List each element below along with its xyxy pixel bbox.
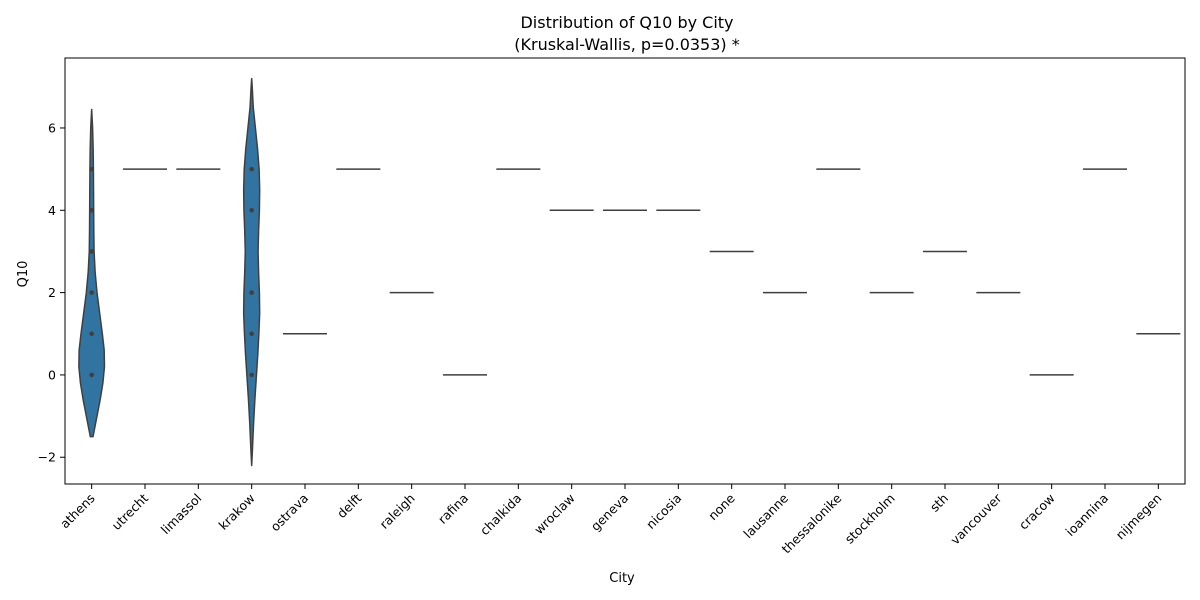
violin-point-krakow bbox=[249, 207, 254, 213]
x-tick-label: lausanne bbox=[740, 490, 791, 541]
y-tick-label: −2 bbox=[38, 450, 56, 465]
x-tick-label: raleigh bbox=[377, 491, 418, 532]
violin-point-athens bbox=[89, 290, 94, 295]
violin-point-athens bbox=[89, 207, 94, 213]
x-tick-label: sth bbox=[927, 491, 951, 515]
x-tick-label: limassol bbox=[158, 491, 205, 538]
x-tick-label: nicosia bbox=[643, 491, 684, 532]
violin-krakow bbox=[242, 77, 261, 467]
chart-subtitle: (Kruskal-Wallis, p=0.0353) * bbox=[514, 35, 739, 54]
x-tick-label: vancouver bbox=[947, 490, 1005, 548]
violin-point-krakow bbox=[249, 290, 254, 295]
violin-point-krakow bbox=[249, 331, 254, 337]
x-tick-label: wroclaw bbox=[531, 491, 578, 538]
x-axis-label: City bbox=[609, 571, 635, 586]
violin-point-athens bbox=[89, 331, 94, 337]
plot-frame bbox=[64, 57, 1186, 485]
y-tick-label: 2 bbox=[48, 285, 56, 300]
x-tick-label: krakow bbox=[216, 491, 258, 533]
x-tick-label: utrecht bbox=[109, 490, 152, 533]
x-tick-label: cracow bbox=[1016, 491, 1058, 533]
violin-athens bbox=[78, 108, 106, 438]
y-tick-label: 4 bbox=[48, 203, 56, 218]
y-axis: −2 0 2 4 6 bbox=[38, 120, 65, 465]
chart-title: Distribution of Q10 by City bbox=[520, 13, 733, 32]
violin-point-krakow bbox=[249, 166, 254, 172]
x-tick-label: nijmegen bbox=[1113, 491, 1165, 543]
x-axis: athens utrecht limassol krakow ostrava delft r… bbox=[57, 484, 1164, 556]
violin-point-athens bbox=[89, 166, 94, 172]
x-tick-label: geneva bbox=[588, 491, 631, 534]
y-tick-label: 6 bbox=[48, 120, 56, 135]
violin-point-athens bbox=[89, 372, 94, 378]
x-tick-label: ostrava bbox=[267, 491, 311, 535]
x-tick-label: stockholm bbox=[842, 491, 898, 547]
x-tick-label: athens bbox=[57, 491, 98, 532]
y-axis-label: Q10 bbox=[16, 261, 31, 288]
x-tick-label: rafina bbox=[435, 491, 471, 527]
violin-point-athens bbox=[89, 249, 94, 254]
plot-area bbox=[78, 77, 1181, 467]
violin-point-krakow bbox=[249, 372, 254, 378]
x-tick-label: ioannina bbox=[1063, 491, 1112, 540]
x-tick-label: none bbox=[705, 490, 738, 523]
x-tick-label: delft bbox=[334, 490, 365, 521]
x-tick-label: chalkida bbox=[477, 491, 525, 539]
y-tick-label: 0 bbox=[48, 367, 56, 382]
